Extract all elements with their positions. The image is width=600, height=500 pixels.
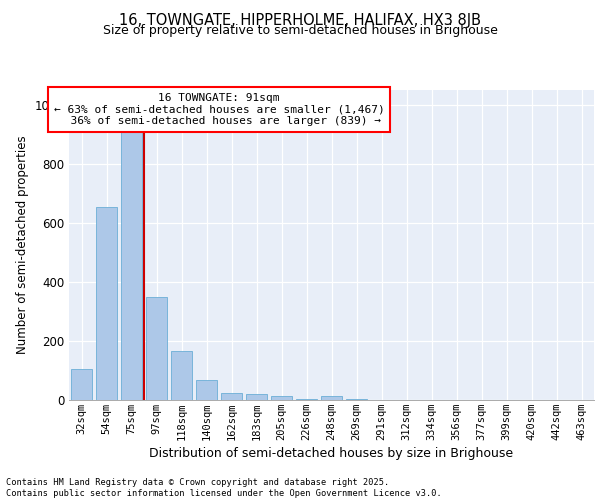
Bar — [221, 392, 242, 400]
Bar — [321, 396, 342, 400]
Bar — [196, 380, 217, 400]
Bar — [71, 369, 92, 400]
Bar — [121, 126, 142, 400]
X-axis label: Distribution of semi-detached houses by size in Brighouse: Distribution of semi-detached houses by … — [149, 447, 514, 460]
Bar — [246, 394, 267, 400]
Text: 16, TOWNGATE, HIPPERHOLME, HALIFAX, HX3 8JB: 16, TOWNGATE, HIPPERHOLME, HALIFAX, HX3 … — [119, 12, 481, 28]
Text: 16 TOWNGATE: 91sqm
← 63% of semi-detached houses are smaller (1,467)
  36% of se: 16 TOWNGATE: 91sqm ← 63% of semi-detache… — [53, 93, 385, 126]
Bar — [96, 206, 117, 400]
Bar — [346, 398, 367, 400]
Bar — [271, 396, 292, 400]
Text: Size of property relative to semi-detached houses in Brighouse: Size of property relative to semi-detach… — [103, 24, 497, 37]
Bar — [171, 352, 192, 400]
Text: Contains HM Land Registry data © Crown copyright and database right 2025.
Contai: Contains HM Land Registry data © Crown c… — [6, 478, 442, 498]
Y-axis label: Number of semi-detached properties: Number of semi-detached properties — [16, 136, 29, 354]
Bar — [296, 398, 317, 400]
Bar — [146, 296, 167, 400]
